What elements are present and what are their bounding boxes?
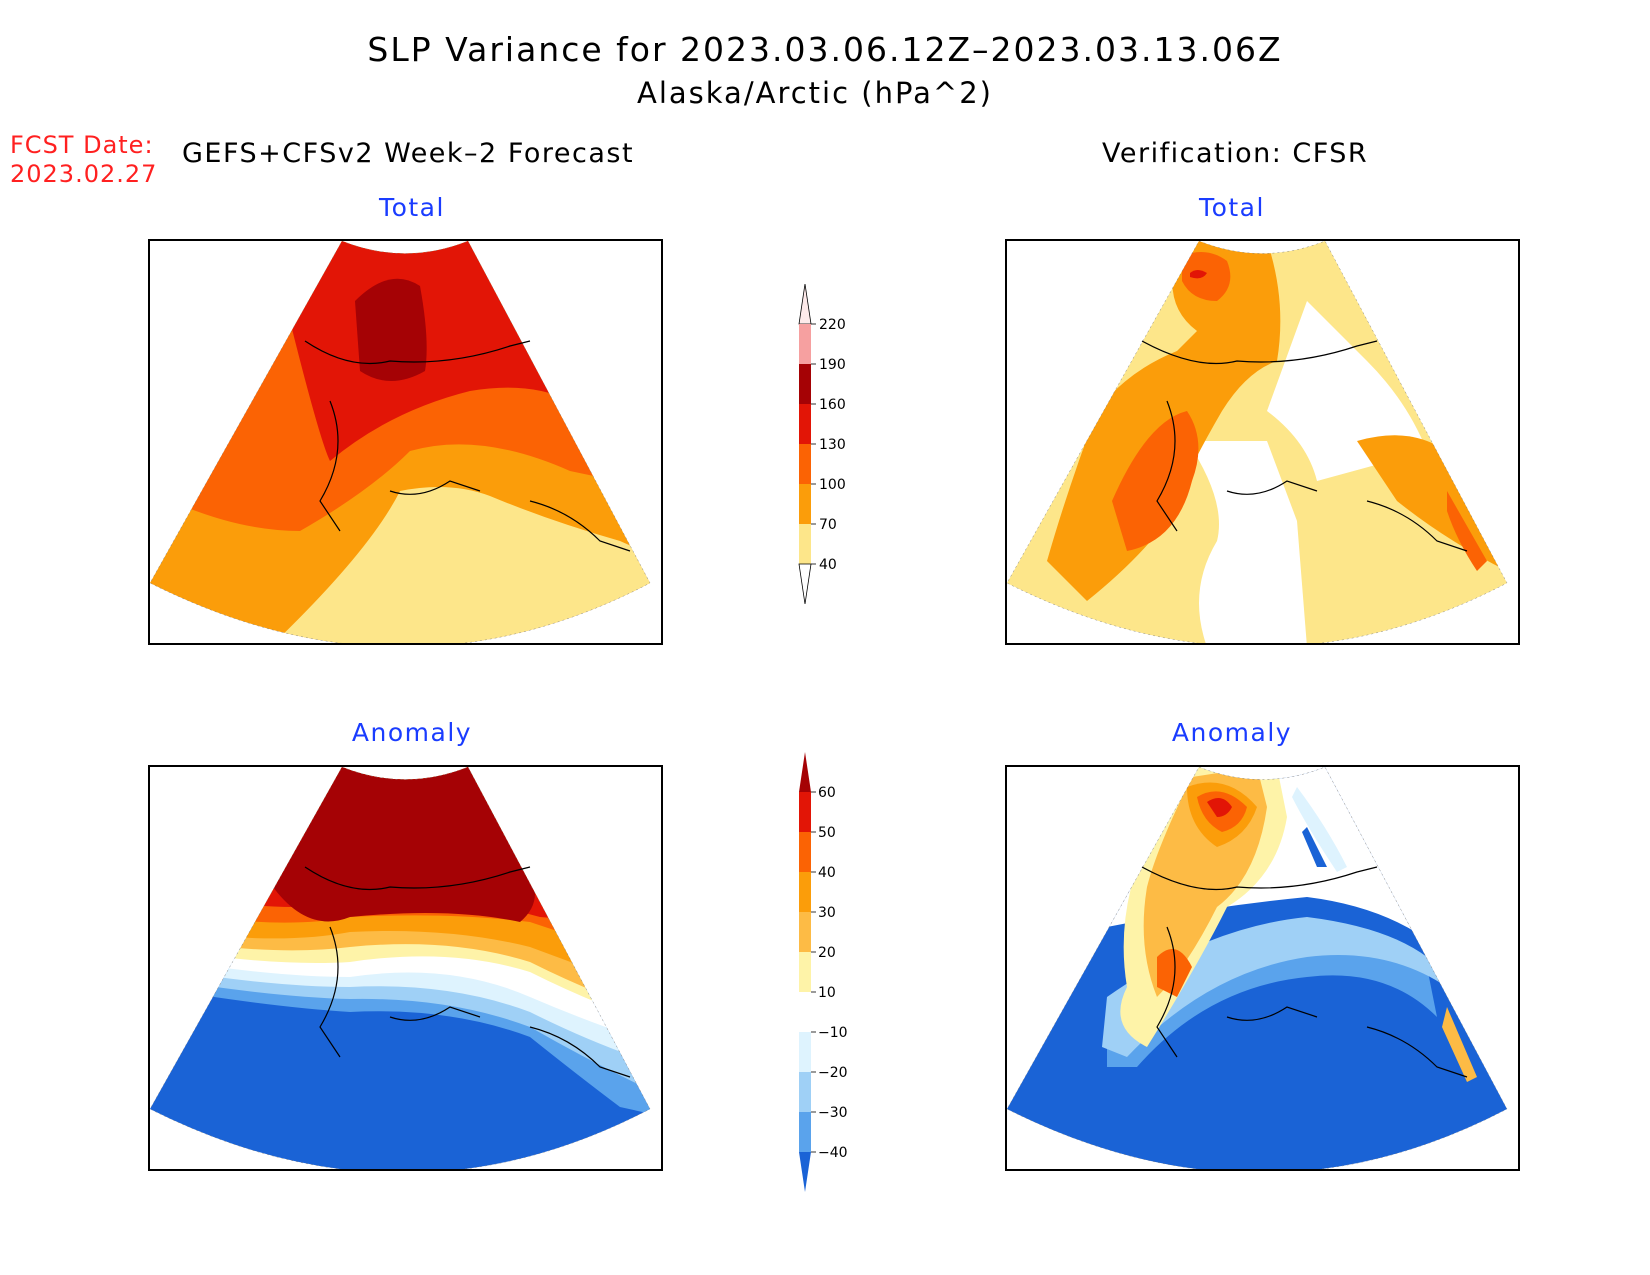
subtitle-region-units: Alaska/Arctic (hPa^2) bbox=[637, 76, 993, 110]
colorbar-anomaly-box bbox=[799, 952, 811, 992]
colorbar-total-box bbox=[799, 364, 811, 404]
colorbar-anomaly-label: −20 bbox=[818, 1065, 848, 1081]
colorbar-anomaly-box bbox=[799, 1112, 811, 1152]
verification-header: Verification: CFSR bbox=[1102, 138, 1369, 169]
main-title: SLP Variance for 2023.03.06.12Z–2023.03.… bbox=[367, 30, 1283, 69]
forecast-date-value: 2023.02.27 bbox=[10, 160, 158, 188]
colorbar-total-box bbox=[799, 324, 811, 364]
colorbar-total-top-triangle bbox=[798, 283, 812, 325]
colorbar-total-label: 100 bbox=[819, 477, 846, 493]
colorbar-total-box bbox=[799, 444, 811, 484]
colorbar-anomaly: 60 50 40 30 20 10 −10 −20 −30 −40 bbox=[797, 752, 887, 1200]
colorbar-total-box bbox=[799, 484, 811, 524]
colorbar-total-label: 160 bbox=[819, 397, 846, 413]
colorbar-anomaly-box bbox=[799, 1032, 811, 1072]
colorbar-anomaly-label: −40 bbox=[818, 1145, 848, 1161]
colorbar-anomaly-box bbox=[799, 792, 811, 832]
colorbar-total-box bbox=[799, 524, 811, 564]
colorbar-anomaly-box bbox=[799, 1072, 811, 1112]
colorbar-anomaly-box bbox=[799, 832, 811, 872]
panel-title-forecast-total: Total bbox=[379, 193, 445, 222]
colorbar-anomaly-label: 20 bbox=[818, 945, 836, 961]
colorbar-anomaly-box bbox=[799, 992, 811, 1032]
panel-title-forecast-anomaly: Anomaly bbox=[351, 718, 473, 747]
colorbar-anomaly-label: −30 bbox=[818, 1105, 848, 1121]
colorbar-anomaly-label: 60 bbox=[818, 785, 836, 801]
colorbar-total-label: 130 bbox=[819, 437, 846, 453]
forecast-date-label: FCST Date: bbox=[10, 131, 154, 159]
colorbar-anomaly-box bbox=[799, 912, 811, 952]
colorbar-anomaly-label: 50 bbox=[818, 825, 836, 841]
colorbar-anomaly-box bbox=[799, 872, 811, 912]
colorbar-total-label: 220 bbox=[819, 317, 846, 333]
colorbar-total: 40 70 100 130 160 190 220 bbox=[797, 283, 887, 614]
colorbar-total-label: 70 bbox=[819, 517, 837, 533]
colorbar-total-bottom-triangle bbox=[798, 563, 812, 605]
colorbar-anomaly-top-triangle bbox=[799, 752, 811, 792]
colorbar-anomaly-label: 10 bbox=[818, 985, 836, 1001]
map-forecast-total bbox=[148, 239, 663, 645]
map-verification-total bbox=[1005, 239, 1520, 645]
colorbar-anomaly-label: −10 bbox=[818, 1025, 848, 1041]
panel-title-verification-anomaly: Anomaly bbox=[1171, 718, 1293, 747]
map-verification-anomaly bbox=[1005, 765, 1520, 1171]
colorbar-total-label: 40 bbox=[819, 557, 837, 573]
colorbar-anomaly-label: 30 bbox=[818, 905, 836, 921]
panel-title-verification-total: Total bbox=[1199, 193, 1265, 222]
colorbar-total-label: 190 bbox=[819, 357, 846, 373]
forecast-header: GEFS+CFSv2 Week–2 Forecast bbox=[182, 138, 635, 169]
colorbar-total-box bbox=[799, 404, 811, 444]
colorbar-anomaly-label: 40 bbox=[818, 865, 836, 881]
map-forecast-anomaly bbox=[148, 765, 663, 1171]
colorbar-anomaly-bottom-triangle bbox=[799, 1152, 811, 1192]
